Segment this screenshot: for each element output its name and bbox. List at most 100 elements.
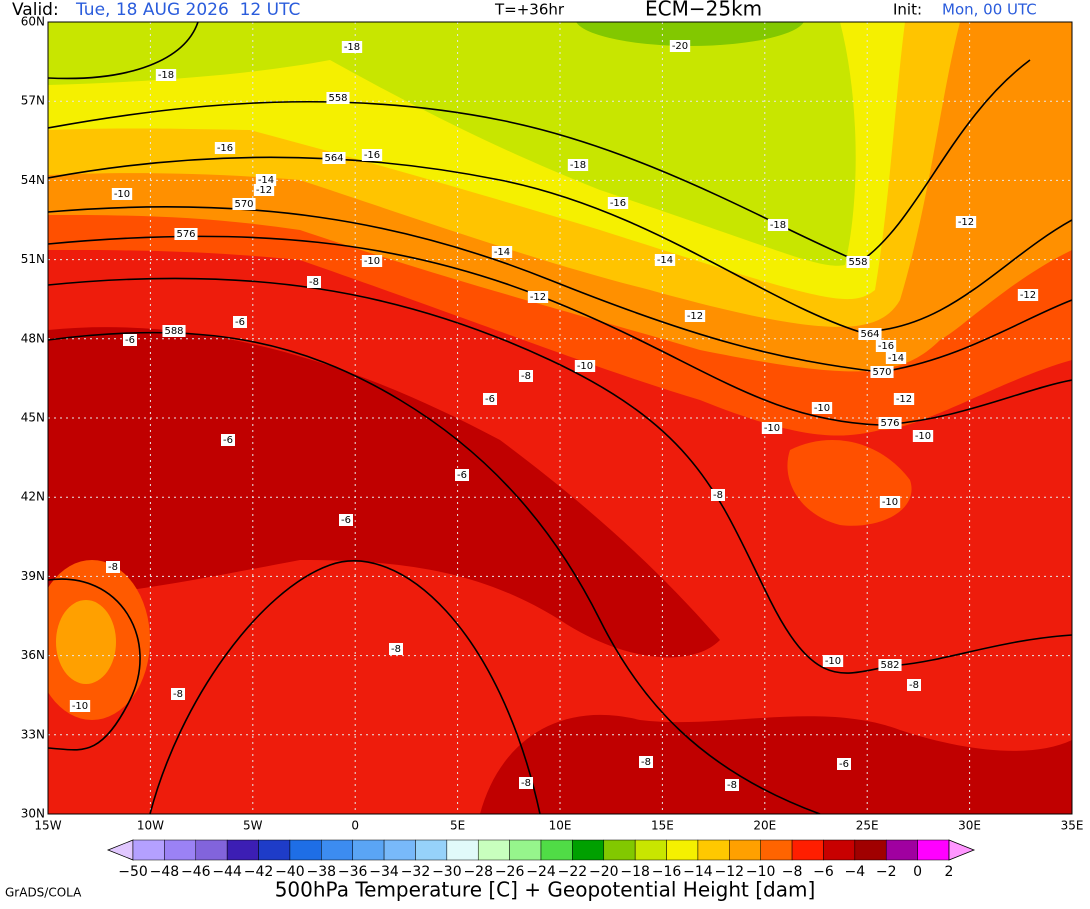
contour-label-bg — [519, 777, 533, 789]
contour-label: -14 — [255, 174, 277, 186]
contour-label: -12 — [1017, 289, 1039, 301]
contour-label-bg — [669, 40, 691, 52]
contour-label-text: -18 — [570, 160, 586, 171]
contour-label-text: -8 — [727, 780, 737, 791]
contour-label-bg — [567, 159, 589, 171]
colorbar: −50 −48 −46 −44 −42 −40 −38 −36 −34 −32 −30 −28 −26−… — [106, 839, 976, 880]
contour-label: -8 — [907, 679, 921, 691]
contour-label-text: -10 — [814, 403, 830, 414]
contour-label-bg — [106, 561, 120, 573]
contour-label-text: -6 — [839, 759, 849, 770]
model: ECM−25km — [645, 0, 762, 21]
contour-label: -10 — [811, 402, 833, 414]
contour-line — [48, 235, 1072, 426]
contour-label-text: -12 — [958, 217, 974, 228]
colorbar-label: −28 — [463, 864, 493, 880]
contour-label-bg — [339, 514, 353, 526]
contour-label: -8 — [725, 779, 739, 791]
contour-label-text: -10 — [882, 497, 898, 508]
contour-label: -10 — [574, 360, 596, 372]
contour-label: 558 — [846, 256, 870, 268]
contour-label-text: 588 — [164, 326, 183, 337]
colorbar-box — [572, 839, 605, 861]
lon-label: 20E — [753, 819, 776, 833]
contour-label: 570 — [232, 198, 256, 210]
contour-label-text: -10 — [72, 701, 88, 712]
contour-label: -10 — [69, 700, 91, 712]
lat-label: 33N — [21, 727, 45, 741]
contour-label-bg — [111, 188, 133, 200]
contour-label-bg — [912, 430, 934, 442]
contour-label-bg — [811, 402, 833, 414]
colorbar-box — [729, 839, 761, 861]
colorbar-label: −30 — [432, 864, 462, 880]
contour-label-text: -8 — [909, 680, 919, 691]
colorbar-box — [760, 839, 793, 861]
contour-label: 570 — [870, 366, 894, 378]
contour-label: -18 — [767, 219, 789, 231]
colorbar-label: −50 — [118, 864, 148, 880]
contour-label: -6 — [339, 514, 353, 526]
contour-label: -14 — [654, 254, 676, 266]
contour-label-bg — [639, 756, 653, 768]
contour-label-text: -10 — [114, 189, 130, 200]
colorbar-label: −6 — [813, 864, 834, 880]
colorbar-box — [415, 839, 448, 861]
contour-label-bg — [527, 291, 549, 303]
contour-label-text: -18 — [158, 70, 174, 81]
colorbar-box — [540, 839, 573, 861]
contour-label-bg — [174, 228, 198, 240]
contour-label-text: -8 — [173, 689, 183, 700]
colorbar-box — [226, 839, 259, 861]
contour-label-text: -18 — [770, 220, 786, 231]
contour-label-text: -16 — [878, 341, 894, 352]
contour-label-text: -6 — [125, 335, 135, 346]
contour-label: -10 — [912, 430, 934, 442]
contour-label-bg — [574, 360, 596, 372]
contour-label: -6 — [221, 434, 235, 446]
colorbar-box — [509, 839, 542, 861]
colorbar-box — [195, 839, 228, 861]
colorbar-label: −4 — [845, 864, 866, 880]
height-contours — [48, 22, 1072, 814]
contour-label: -16 — [875, 340, 897, 352]
contour-label: -10 — [361, 255, 383, 267]
colorbar-label: −14 — [683, 864, 713, 880]
contour-label: -16 — [214, 142, 236, 154]
contour-line — [48, 59, 1031, 263]
contour-label-text: -20 — [672, 41, 688, 52]
contour-label: 576 — [174, 228, 198, 240]
contour-label: -12 — [955, 216, 977, 228]
field-band — [56, 600, 116, 684]
contour-label: -10 — [822, 655, 844, 667]
lead-time: T=+36hr — [494, 1, 565, 19]
init-label: Init: — [893, 1, 922, 19]
contour-label-bg — [155, 69, 177, 81]
contour-label-bg — [322, 152, 346, 164]
contour-label-bg — [232, 198, 256, 210]
contour-label-text: -10 — [825, 656, 841, 667]
colorbar-label: −42 — [244, 864, 274, 880]
lat-label: 54N — [21, 173, 45, 187]
contour-label-text: -10 — [764, 423, 780, 434]
field-band — [48, 327, 720, 658]
contour-label-text: -14 — [258, 175, 274, 186]
colorbar-box — [634, 839, 667, 861]
lat-label: 39N — [21, 569, 45, 583]
contour-label-bg — [767, 219, 789, 231]
lon-label: 5W — [243, 819, 263, 833]
colorbar-label: −44 — [212, 864, 242, 880]
contour-label-text: 558 — [328, 93, 347, 104]
contour-label-text: 576 — [176, 229, 195, 240]
contour-label-text: 558 — [848, 257, 867, 268]
colorbar-label: −40 — [275, 864, 305, 880]
contour-label: -10 — [879, 496, 901, 508]
contour-label-bg — [1017, 289, 1039, 301]
colorbar-box — [477, 839, 510, 861]
contour-label: -18 — [155, 69, 177, 81]
colorbar-box — [446, 839, 479, 861]
contour-label: -6 — [123, 334, 137, 346]
contour-label-text: 576 — [880, 418, 899, 429]
contour-label-text: -8 — [391, 644, 401, 655]
contour-label: 564 — [322, 152, 346, 164]
